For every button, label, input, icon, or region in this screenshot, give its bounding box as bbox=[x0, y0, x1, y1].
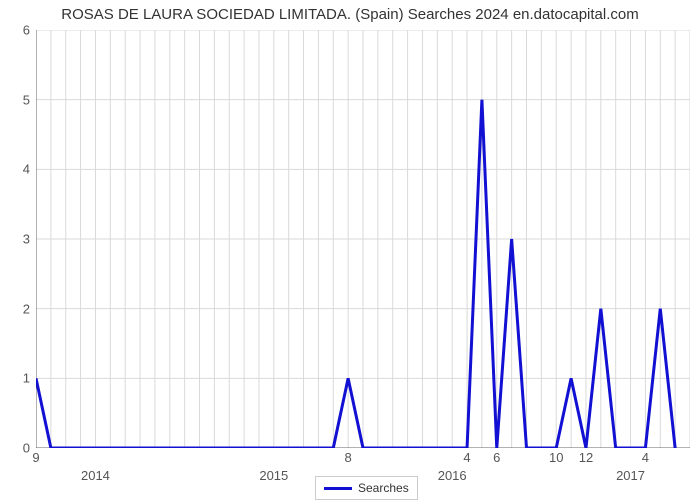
x-tick-minor-label: 4 bbox=[642, 450, 649, 465]
chart-title: ROSAS DE LAURA SOCIEDAD LIMITADA. (Spain… bbox=[0, 6, 700, 23]
y-tick-label: 4 bbox=[0, 162, 30, 177]
x-tick-major-label: 2016 bbox=[438, 468, 467, 483]
x-tick-major-label: 2015 bbox=[259, 468, 288, 483]
x-tick-major-label: 2017 bbox=[616, 468, 645, 483]
plot-area bbox=[36, 30, 690, 448]
x-tick-minor-label: 10 bbox=[549, 450, 563, 465]
x-tick-minor-label: 6 bbox=[493, 450, 500, 465]
x-tick-major-label: 2014 bbox=[81, 468, 110, 483]
x-tick-minor-label: 8 bbox=[345, 450, 352, 465]
legend: Searches bbox=[315, 476, 418, 500]
y-tick-label: 2 bbox=[0, 301, 30, 316]
y-tick-label: 0 bbox=[0, 441, 30, 456]
y-tick-label: 6 bbox=[0, 23, 30, 38]
legend-line-icon bbox=[324, 487, 352, 490]
y-tick-label: 1 bbox=[0, 371, 30, 386]
y-tick-label: 5 bbox=[0, 92, 30, 107]
chart-svg bbox=[36, 30, 690, 448]
legend-label: Searches bbox=[358, 481, 409, 495]
y-tick-label: 3 bbox=[0, 232, 30, 247]
x-tick-minor-label: 9 bbox=[32, 450, 39, 465]
x-tick-minor-label: 4 bbox=[463, 450, 470, 465]
x-tick-minor-label: 12 bbox=[579, 450, 593, 465]
